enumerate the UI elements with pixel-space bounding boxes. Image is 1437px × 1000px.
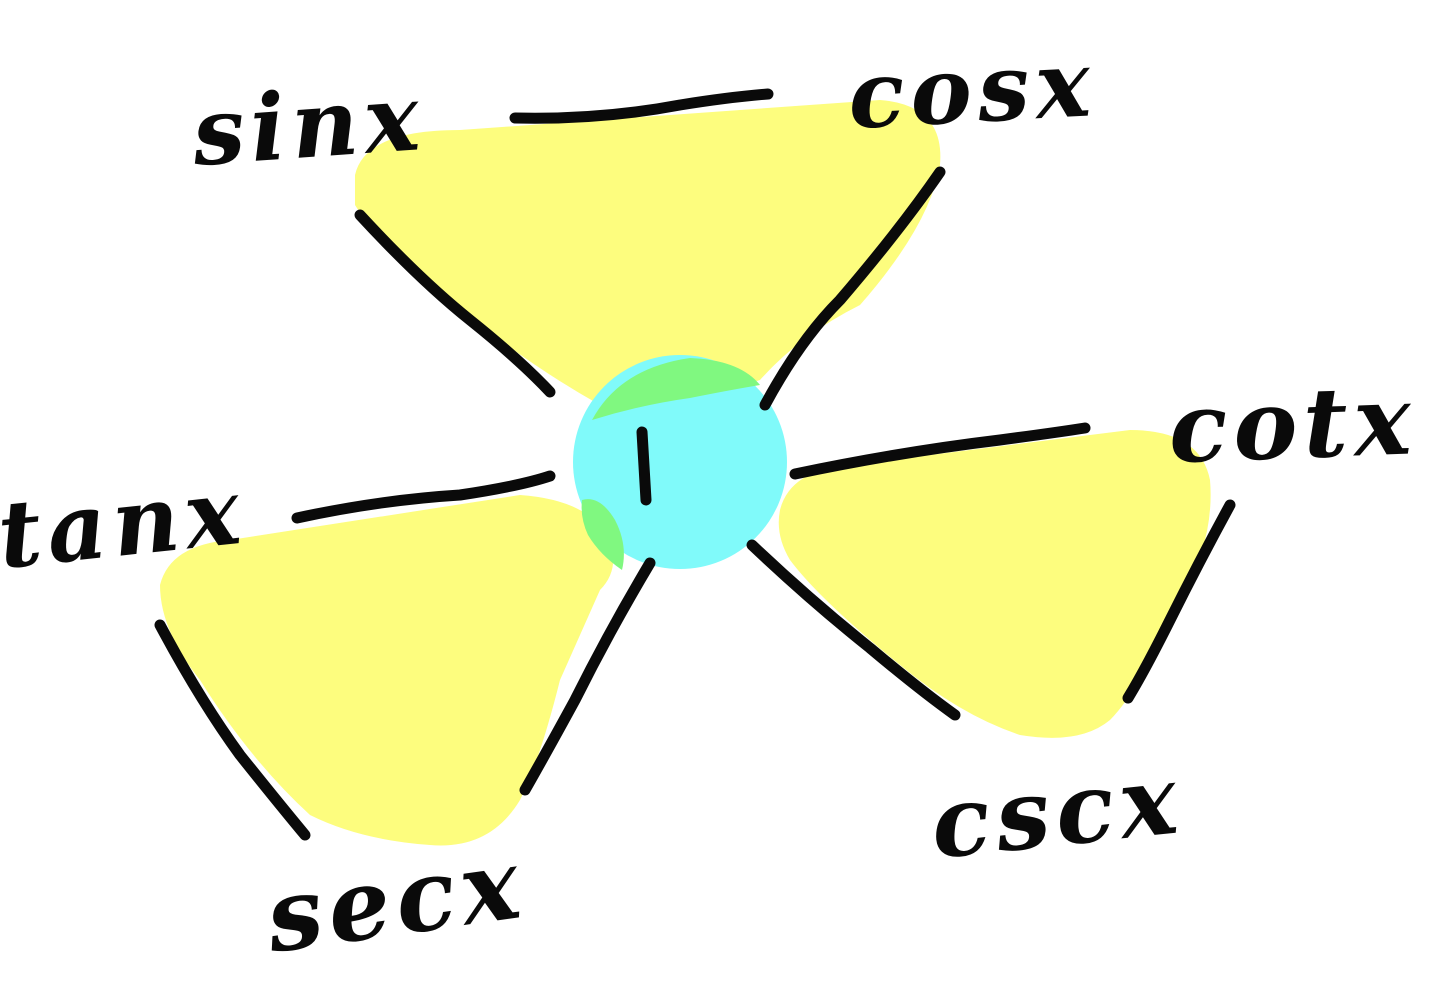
center-one-stroke [636,426,652,506]
line-cot-csc [1122,499,1236,704]
line-center-csc [746,539,961,721]
line-sin-cos [509,88,774,124]
line-tan-sec [154,619,311,841]
top-triangle-highlight [355,100,941,407]
label-cos: cosx [845,29,1098,150]
right-triangle-highlight [778,430,1211,738]
line-cot-center [789,422,1091,480]
label-csc: cscx [926,742,1189,881]
line-sin-center [354,209,556,398]
line-cos-center [759,166,946,411]
center-overlap-top [592,358,760,420]
label-sin: sinx [188,63,428,187]
left-triangle-highlight [160,495,614,846]
center-overlap-left [581,499,624,570]
line-tan-center [291,470,556,524]
line-center-sec [519,557,656,796]
label-cot: cotx [1167,363,1419,485]
label-sec: secx [258,826,532,976]
label-tan: tanx [0,457,251,590]
